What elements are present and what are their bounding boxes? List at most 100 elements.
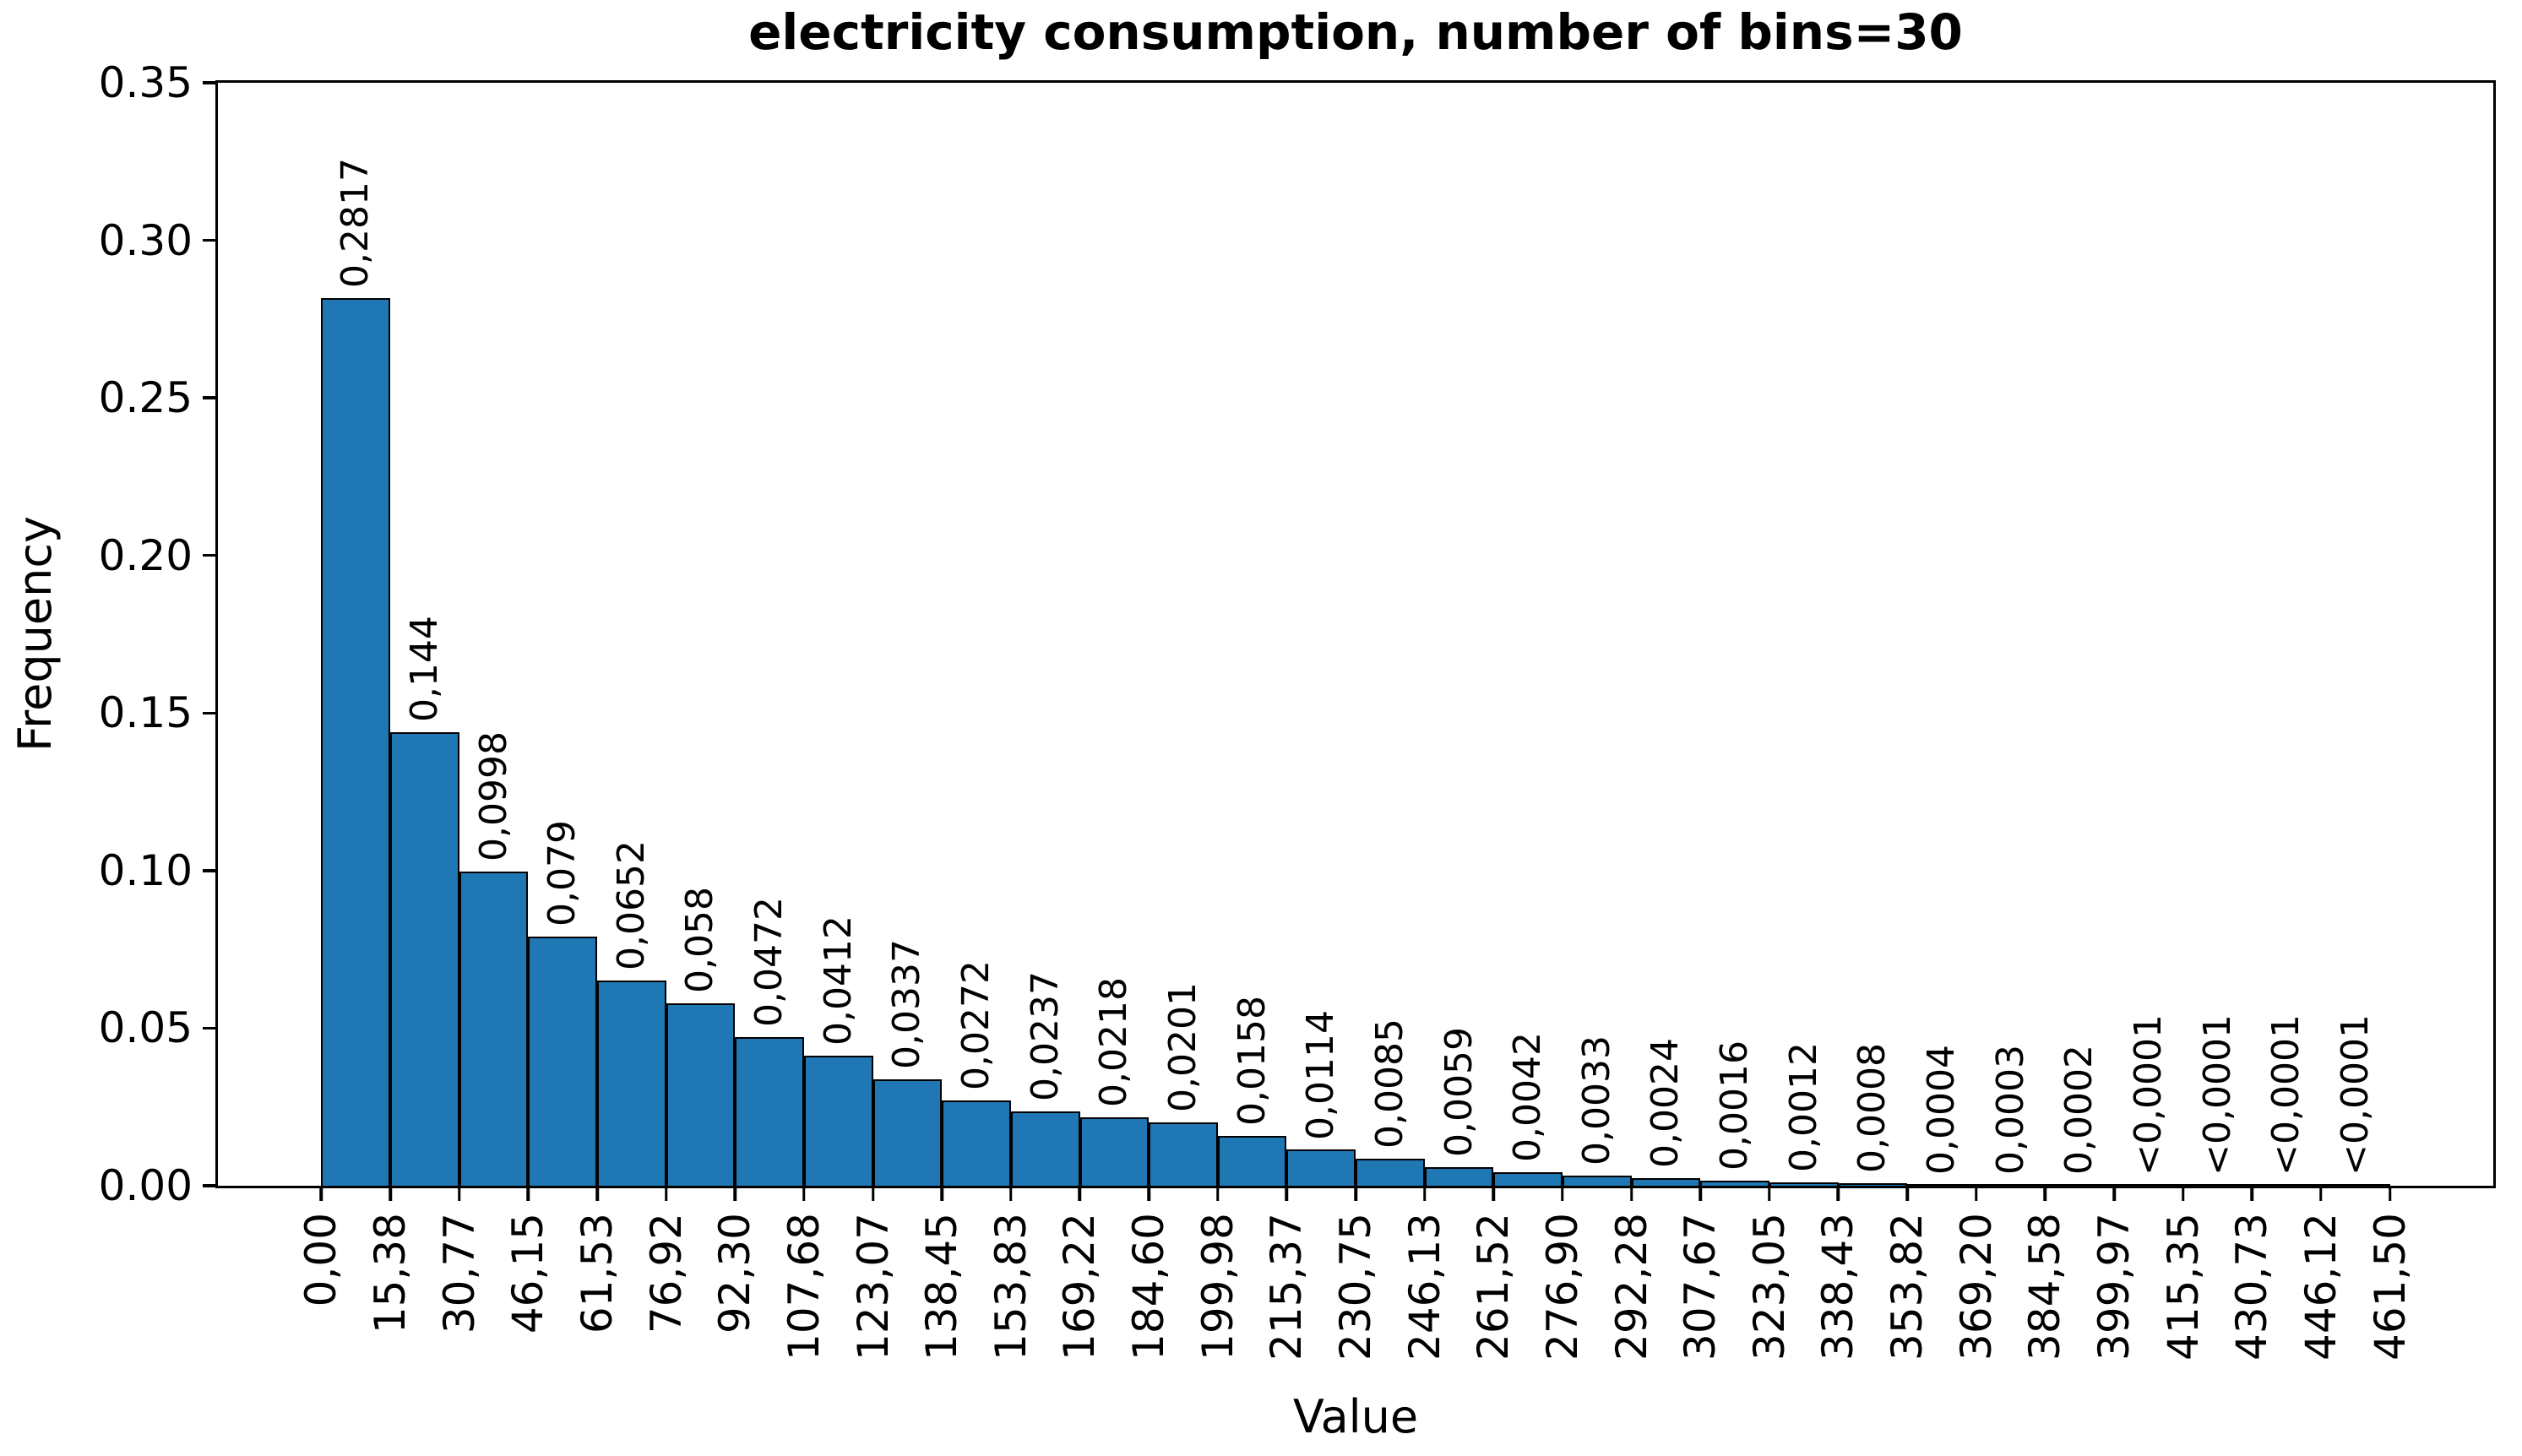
y-axis-label: Frequency bbox=[8, 516, 62, 752]
x-tick bbox=[802, 1186, 806, 1201]
x-tick-label: 184,60 bbox=[1124, 1213, 1174, 1361]
x-tick-label: 215,37 bbox=[1262, 1213, 1312, 1361]
x-tick bbox=[2043, 1186, 2047, 1201]
x-tick bbox=[1285, 1186, 1289, 1201]
x-tick-label: 123,07 bbox=[848, 1213, 898, 1361]
histogram-bar bbox=[321, 297, 391, 1186]
y-tick-label: 0.10 bbox=[98, 845, 193, 895]
x-tick bbox=[1905, 1186, 1909, 1201]
histogram-bar bbox=[2321, 1184, 2390, 1186]
histogram-bar bbox=[1700, 1181, 1769, 1186]
x-tick-label: 153,83 bbox=[986, 1213, 1035, 1361]
bar-value-label: 0,0042 bbox=[1506, 1032, 1550, 1163]
bar-cell: 0,0237 bbox=[1010, 83, 1080, 1186]
x-tick-label: 46,15 bbox=[503, 1213, 553, 1334]
bar-cell: 0,0002 bbox=[2045, 83, 2115, 1186]
x-tick bbox=[1354, 1186, 1357, 1201]
histogram-bar bbox=[2182, 1184, 2253, 1186]
x-tick-label: 338,43 bbox=[1813, 1213, 1863, 1361]
bar-cell: <0,0001 bbox=[2114, 83, 2183, 1186]
x-tick bbox=[2181, 1186, 2185, 1201]
bar-cell: <0,0001 bbox=[2252, 83, 2322, 1186]
x-tick bbox=[389, 1186, 392, 1201]
x-tick bbox=[940, 1186, 943, 1201]
histogram-bar bbox=[1562, 1175, 1632, 1186]
x-tick-label: 199,98 bbox=[1193, 1213, 1242, 1361]
y-tick bbox=[203, 238, 218, 242]
bar-cell: <0,0001 bbox=[2321, 83, 2390, 1186]
x-axis-label: Value bbox=[1292, 1390, 1419, 1443]
bar-value-label: 0,0237 bbox=[1023, 970, 1067, 1101]
x-tick-label: 61,53 bbox=[573, 1213, 622, 1334]
bar-value-label: 0,0085 bbox=[1367, 1019, 1411, 1149]
bar-value-label: 0,0272 bbox=[954, 959, 997, 1090]
y-tick-label: 0.30 bbox=[98, 215, 193, 265]
bar-value-label: <0,0001 bbox=[2195, 1014, 2239, 1176]
x-tick-label: 246,13 bbox=[1400, 1213, 1449, 1361]
x-tick bbox=[1215, 1186, 1220, 1201]
histogram-bar bbox=[1493, 1172, 1563, 1186]
x-tick bbox=[1561, 1186, 1564, 1201]
histogram-bar bbox=[1424, 1167, 1494, 1186]
bar-cell: 0,0059 bbox=[1424, 83, 1494, 1186]
plot-area: 0,2817 0,144 0,0998 0,079 0,0652 0,058 0,0472 0… bbox=[99, 62, 2496, 1361]
histogram-bar bbox=[1010, 1111, 1080, 1186]
histogram-bar bbox=[803, 1056, 873, 1186]
bar-cell: <0,0001 bbox=[2182, 83, 2253, 1186]
bar-value-label: 0,0016 bbox=[1712, 1040, 1756, 1171]
bar-value-label: 0,0472 bbox=[747, 896, 791, 1027]
x-tick-label: 384,58 bbox=[2020, 1213, 2070, 1361]
bar-cell: 0,0652 bbox=[597, 83, 666, 1186]
bar-cell: 0,0272 bbox=[942, 83, 1011, 1186]
histogram-bar bbox=[1286, 1149, 1356, 1186]
x-tick bbox=[1974, 1186, 1978, 1201]
bar-cell: 0,0033 bbox=[1562, 83, 1632, 1186]
x-tick-label: 399,97 bbox=[2090, 1213, 2139, 1361]
bar-value-label: 0,0114 bbox=[1299, 1009, 1343, 1140]
histogram-bar bbox=[666, 1002, 736, 1186]
bar-value-label: 0,0003 bbox=[1988, 1044, 2032, 1175]
x-tick-label: 292,28 bbox=[1606, 1213, 1656, 1361]
histogram-bar bbox=[1769, 1182, 1839, 1186]
bar-cell: 0,0337 bbox=[872, 83, 943, 1186]
x-tick-label: 169,22 bbox=[1055, 1213, 1105, 1361]
bar-value-label: 0,0024 bbox=[1644, 1038, 1688, 1169]
bar-value-label: 0,0004 bbox=[1919, 1044, 1963, 1175]
histogram-bar bbox=[1079, 1116, 1150, 1186]
x-tick bbox=[1147, 1186, 1150, 1201]
x-tick bbox=[457, 1186, 461, 1201]
bar-cell: 0,144 bbox=[390, 83, 459, 1186]
bar-value-label: <0,0001 bbox=[2126, 1014, 2170, 1176]
bar-cell: 0,079 bbox=[528, 83, 598, 1186]
x-tick bbox=[1699, 1186, 1702, 1201]
bar-value-label: <0,0001 bbox=[2264, 1014, 2308, 1176]
bar-value-label: 0,0412 bbox=[816, 915, 860, 1046]
bar-cell: 0,0016 bbox=[1700, 83, 1769, 1186]
x-tick-label: 230,75 bbox=[1331, 1213, 1380, 1361]
bar-value-label: 0,0218 bbox=[1092, 976, 1136, 1107]
y-tick bbox=[203, 396, 218, 399]
histogram-bar bbox=[1838, 1183, 1908, 1186]
histogram-bar bbox=[1149, 1122, 1218, 1186]
bar-cell: 0,0158 bbox=[1217, 83, 1287, 1186]
histogram-bar bbox=[1907, 1184, 1976, 1186]
y-tick bbox=[203, 711, 218, 715]
x-tick bbox=[2388, 1186, 2392, 1201]
y-tick-label: 0.25 bbox=[98, 373, 193, 423]
bar-value-label: 0,2817 bbox=[334, 157, 378, 288]
histogram-bar bbox=[735, 1036, 804, 1186]
x-tick-label: 307,67 bbox=[1676, 1213, 1726, 1361]
bar-value-label: 0,058 bbox=[678, 886, 722, 993]
histogram-bar bbox=[2045, 1184, 2115, 1186]
bar-value-label: 0,079 bbox=[541, 820, 584, 927]
bar-value-label: 0,0201 bbox=[1160, 982, 1204, 1112]
histogram-bar bbox=[528, 937, 598, 1186]
histogram-bar bbox=[1976, 1184, 2046, 1186]
x-tick-label: 369,20 bbox=[1951, 1213, 2001, 1361]
x-tick bbox=[1422, 1186, 1427, 1201]
bar-value-label: 0,0008 bbox=[1851, 1043, 1894, 1174]
x-tick-label: 76,92 bbox=[641, 1213, 691, 1334]
x-tick-label: 0,00 bbox=[296, 1213, 346, 1307]
bar-cell: 0,058 bbox=[666, 83, 736, 1186]
